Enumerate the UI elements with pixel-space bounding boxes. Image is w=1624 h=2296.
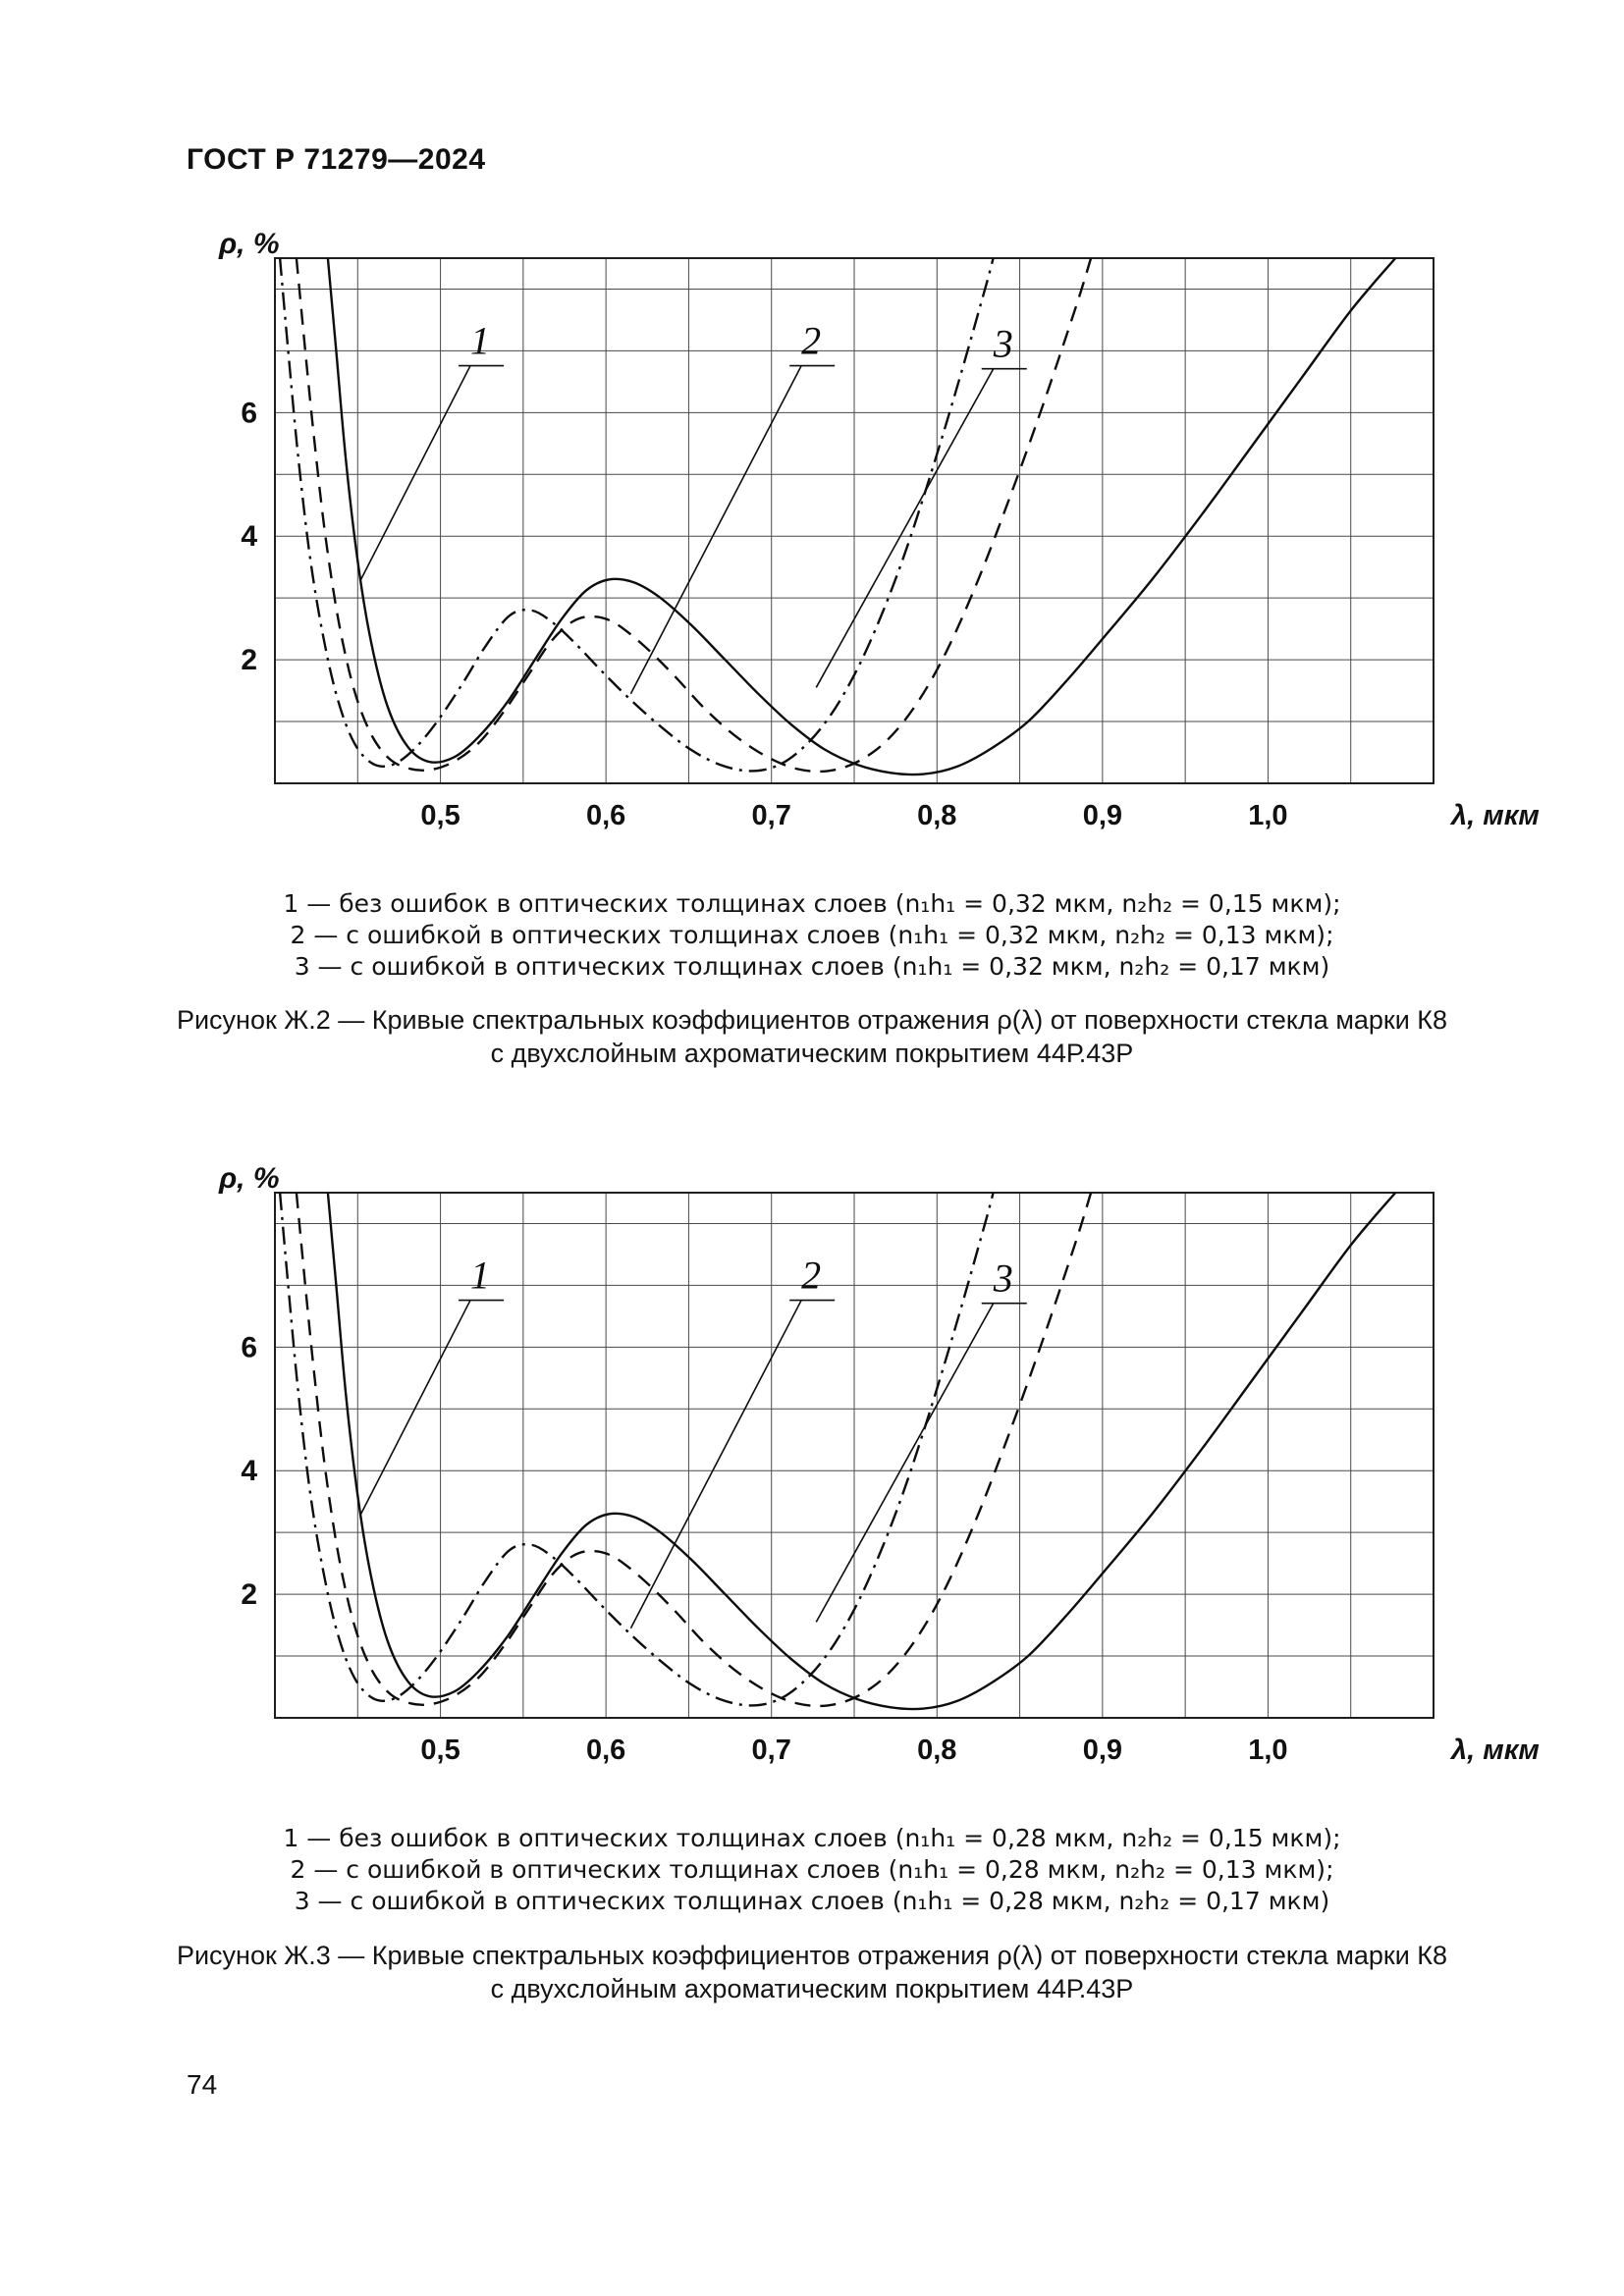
figure-zh3-legend: 1 — без ошибок в оптических толщинах сло… [0,1823,1624,1917]
y-tick-label: 6 [241,397,257,429]
y-tick-label: 6 [241,1331,257,1363]
curve-label: 3 [993,322,1013,366]
curve-label-leader [359,1300,471,1515]
legend-line-1: 1 — без ошибок в оптических толщинах сло… [283,1824,1341,1852]
page-number: 74 [187,2069,218,2100]
y-axis-title: ρ, % [218,1162,280,1195]
x-tick-label: 0,9 [1083,800,1122,831]
curve-2 [278,257,995,773]
figure-zh3-caption: Рисунок Ж.3 — Кривые спектральных коэффи… [0,1939,1624,2005]
curve-label: 2 [801,319,821,363]
curve-label-leader [629,1300,802,1629]
legend-line-3: 3 — с ошибкой в оптических толщинах слое… [294,952,1330,981]
legend-line-3: 3 — с ошибкой в оптических толщинах слое… [294,1887,1330,1915]
x-tick-label: 0,8 [917,800,956,831]
x-axis-title: λ, мкм [1449,800,1540,831]
figure-zh2-legend: 1 — без ошибок в оптических толщинах сло… [0,888,1624,983]
legend-line-2: 2 — с ошибкой в оптических толщинах слое… [290,921,1334,949]
legend-line-1: 1 — без ошибок в оптических толщинах сло… [283,889,1341,918]
curve-1 [326,1192,1397,1711]
curve-1 [326,257,1397,776]
legend-line-2: 2 — с ошибкой в оптических толщинах слое… [290,1855,1334,1884]
y-tick-label: 4 [241,1455,257,1487]
x-tick-label: 0,6 [586,1735,625,1766]
x-tick-label: 0,5 [420,1735,460,1766]
x-tick-label: 1,0 [1248,800,1287,831]
y-tick-label: 2 [241,1578,257,1611]
plot-frame [274,1192,1435,1719]
curve-label-leader [359,365,471,580]
curve-label-leader [629,365,802,695]
x-tick-label: 0,7 [752,1735,791,1766]
caption-line-2: с двухслойным ахроматическим покрытием 4… [490,1974,1134,2003]
plot-frame [274,257,1435,784]
caption-line-1: Рисунок Ж.2 — Кривые спектральных коэффи… [176,1005,1448,1035]
curve-label: 2 [801,1254,821,1298]
grid [275,258,1434,783]
curve-3 [295,1192,1093,1708]
curve-label-leader [815,1303,995,1623]
figure-zh2-chart: 0,5 0,6 0,7 0,8 0,9 1,0 2 4 6 ρ, % λ, мкм 1 2 3 [201,224,1576,867]
x-tick-label: 0,7 [752,800,791,831]
curve-label-leader [815,368,995,688]
x-tick-label: 0,6 [586,800,625,831]
grid [275,1193,1434,1718]
x-axis-title: λ, мкм [1449,1735,1540,1766]
y-tick-label: 4 [241,520,257,553]
x-tick-label: 0,9 [1083,1735,1122,1766]
chart-svg: 0,5 0,6 0,7 0,8 0,9 1,0 2 4 6 ρ, % λ, мкм 1 2 3 [218,1162,1540,1766]
curve-label: 1 [470,319,490,363]
curve-2 [278,1192,995,1707]
x-tick-label: 0,5 [420,800,460,831]
document-header: ГОСТ Р 71279—2024 [187,143,486,176]
figure-zh3-chart: 0,5 0,6 0,7 0,8 0,9 1,0 2 4 6 ρ, % λ, мкм 1 2 3 [201,1158,1576,1801]
caption-line-2: с двухслойным ахроматическим покрытием 4… [490,1039,1134,1068]
curve-label: 1 [470,1254,490,1298]
figure-zh2-caption: Рисунок Ж.2 — Кривые спектральных коэффи… [0,1003,1624,1070]
caption-line-1: Рисунок Ж.3 — Кривые спектральных коэффи… [176,1941,1448,1970]
curve-3 [295,257,1093,774]
x-tick-label: 0,8 [917,1735,956,1766]
x-tick-label: 1,0 [1248,1735,1287,1766]
chart-svg: 0,5 0,6 0,7 0,8 0,9 1,0 2 4 6 ρ, % λ, мкм 1 2 3 [218,228,1540,831]
y-tick-label: 2 [241,644,257,676]
curve-label: 3 [993,1256,1013,1301]
y-axis-title: ρ, % [218,228,280,260]
